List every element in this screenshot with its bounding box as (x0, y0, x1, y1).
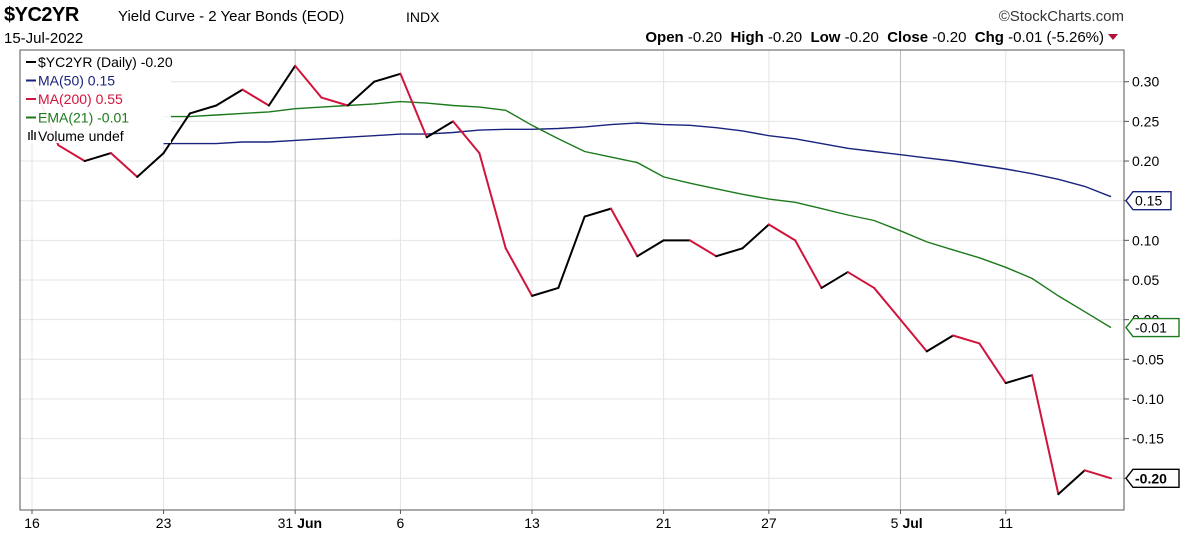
last-value-tags: 0.15 -0.01 -0.20 (1125, 190, 1180, 488)
chg-value: -0.01 (-5.26%) (1008, 29, 1104, 46)
price-segment (557, 215, 586, 289)
price-segment (452, 120, 481, 155)
high-label: High (730, 29, 764, 46)
price-segment (162, 112, 191, 155)
price-segment (820, 271, 849, 289)
price-segment (1057, 469, 1086, 496)
x-tick-label: Jun (297, 515, 322, 531)
chart-axes: 0.300.250.200.150.100.050.00-0.05-0.10-0… (19, 49, 1164, 531)
price-segment (636, 239, 665, 258)
price-segment (873, 286, 902, 321)
legend-background (21, 51, 171, 143)
y-tick-label: 0.10 (1132, 232, 1159, 248)
price-segment (57, 144, 86, 163)
x-tick-label: 23 (156, 515, 172, 531)
high-value: -0.20 (767, 29, 803, 46)
price-segment (952, 334, 981, 345)
price-segment (899, 318, 928, 353)
price-segment (241, 88, 270, 107)
x-tick-label: 11 (998, 515, 1013, 531)
price-segment (373, 72, 402, 83)
brand-link[interactable]: ©StockCharts.com (999, 8, 1124, 25)
y-tick-label: 0.25 (1132, 113, 1159, 129)
x-tick-label: 13 (524, 515, 540, 531)
brand-name: StockCharts.com (1009, 8, 1124, 25)
exchange-label: INDX (406, 9, 440, 25)
price-segment (715, 247, 744, 258)
x-tick-label: 27 (761, 515, 777, 531)
volume-bars-icon (34, 132, 36, 140)
price-segment (1004, 374, 1034, 385)
close-value: -0.20 (932, 29, 967, 46)
legend-entry: Volume undef (38, 128, 124, 144)
price-segment (425, 120, 455, 139)
open-label: Open (645, 29, 684, 46)
x-tick-label: 21 (656, 515, 672, 531)
y-tick-label: -0.10 (1132, 391, 1164, 407)
series-line-ema-21- (163, 100, 1112, 329)
price-segment (531, 286, 560, 297)
open-value: -0.20 (687, 29, 723, 46)
price-segment (583, 207, 612, 218)
copyright-icon: © (998, 8, 1010, 25)
x-tick-label: 31 (278, 515, 294, 531)
last-value-tag-label: -0.01 (1135, 320, 1167, 336)
price-segment (346, 80, 376, 107)
x-tick-label: 5 (891, 515, 899, 531)
y-tick-label: -0.15 (1132, 431, 1164, 447)
price-segment (267, 64, 297, 107)
price-segment (320, 96, 349, 107)
x-tick-label: 6 (397, 515, 405, 531)
close-label: Close (887, 29, 929, 46)
price-segment (1031, 374, 1060, 496)
price-segment (609, 207, 639, 258)
legend-entry: EMA(21) -0.01 (38, 110, 129, 126)
down-arrow-icon (1108, 34, 1118, 40)
x-tick-label: Jul (902, 515, 922, 531)
legend-entry: MA(200) 0.55 (38, 91, 123, 107)
legend-entry: $YC2YR (Daily) -0.20 (38, 54, 173, 70)
chart-date: 15-Jul-2022 (4, 30, 84, 47)
price-segment (767, 223, 797, 242)
y-tick-label: 0.05 (1132, 272, 1159, 288)
price-segment (188, 104, 218, 115)
price-segment (109, 152, 139, 178)
last-value-tag-label: -0.20 (1135, 470, 1167, 486)
ohlc-readout: Open -0.20 High -0.20 Low -0.20 Close -0… (645, 29, 1118, 46)
chart-legend: $YC2YR (Daily) -0.20 MA(50) 0.15 MA(200) 0… (21, 51, 173, 144)
low-value: -0.20 (844, 29, 879, 46)
y-tick-label: -0.05 (1132, 351, 1164, 367)
chg-label: Chg (974, 29, 1004, 46)
price-segment (478, 152, 507, 250)
last-value-tag (1125, 468, 1180, 488)
price-segment (688, 239, 718, 258)
legend-entry: MA(50) 0.15 (38, 73, 115, 89)
price-segment (741, 223, 770, 250)
last-value-tag (1125, 190, 1172, 211)
price-segment (925, 334, 955, 353)
x-tick-label: 16 (24, 515, 40, 531)
low-label: Low (810, 29, 841, 46)
last-value-tag-label: 0.15 (1135, 193, 1162, 209)
y-tick-label: 0.30 (1132, 74, 1159, 90)
price-segment (794, 239, 823, 289)
price-segment (294, 64, 323, 99)
chart-series (31, 64, 1112, 496)
price-segment (215, 88, 244, 107)
y-tick-label: 0.20 (1132, 153, 1159, 169)
price-segment (1083, 469, 1112, 480)
price-segment (136, 152, 165, 178)
volume-bars-icon (31, 130, 33, 140)
price-segment (846, 271, 876, 289)
price-segment (504, 247, 534, 297)
price-segment (83, 152, 112, 163)
series-line-ma-50- (163, 122, 1112, 198)
price-segment (399, 72, 428, 139)
chart-description: Yield Curve - 2 Year Bonds (EOD) (118, 8, 345, 25)
price-segment (978, 342, 1007, 385)
last-value-tag (1125, 317, 1180, 338)
chart-symbol: $YC2YR (4, 4, 79, 26)
volume-bars-icon (28, 132, 30, 140)
